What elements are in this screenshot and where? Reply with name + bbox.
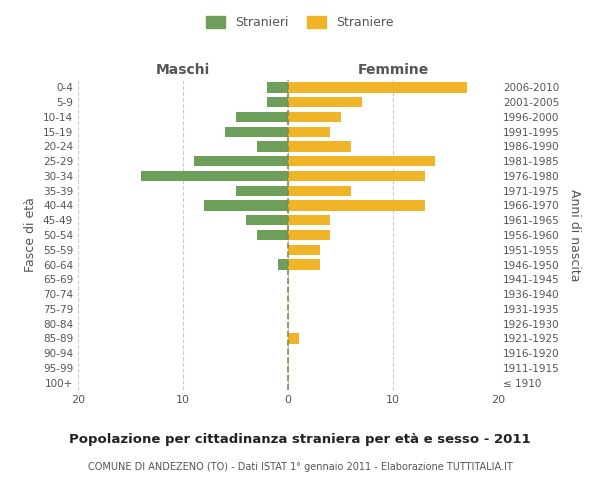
Bar [235,112,288,122]
Bar [288,112,341,122]
Bar [288,97,361,108]
Text: Maschi: Maschi [156,64,210,78]
Bar [267,97,288,108]
Y-axis label: Fasce di età: Fasce di età [25,198,37,272]
Bar [288,171,425,181]
Bar [235,186,288,196]
Bar [288,156,435,166]
Text: Popolazione per cittadinanza straniera per età e sesso - 2011: Popolazione per cittadinanza straniera p… [69,432,531,446]
Y-axis label: Anni di nascita: Anni di nascita [568,188,581,281]
Text: COMUNE DI ANDEZENO (TO) - Dati ISTAT 1° gennaio 2011 - Elaborazione TUTTITALIA.I: COMUNE DI ANDEZENO (TO) - Dati ISTAT 1° … [88,462,512,472]
Text: Femmine: Femmine [358,64,428,78]
Bar [225,126,288,137]
Bar [257,230,288,240]
Bar [288,244,320,255]
Bar [193,156,288,166]
Bar [288,200,425,210]
Bar [288,230,330,240]
Bar [277,260,288,270]
Bar [141,171,288,181]
Bar [288,215,330,226]
Bar [288,126,330,137]
Bar [288,260,320,270]
Bar [288,142,351,152]
Bar [204,200,288,210]
Bar [267,82,288,92]
Bar [288,186,351,196]
Bar [288,82,467,92]
Bar [288,333,299,344]
Legend: Stranieri, Straniere: Stranieri, Straniere [202,11,398,34]
Bar [257,142,288,152]
Bar [246,215,288,226]
